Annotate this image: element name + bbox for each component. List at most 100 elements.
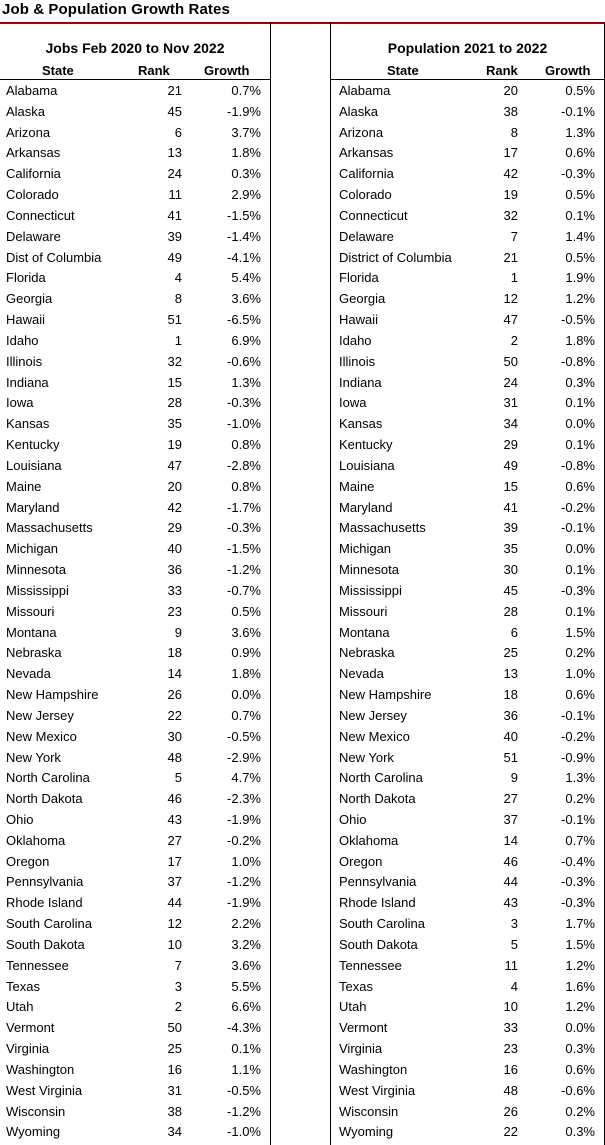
population-cell-growth: 1.2%	[565, 291, 595, 307]
population-cell-rank: 5	[510, 936, 518, 952]
jobs-cell-state: Wyoming	[6, 1124, 61, 1140]
population-cell-state: Georgia	[339, 291, 386, 307]
population-cell-growth: -0.1%	[561, 707, 595, 723]
population-cell-state: South Dakota	[339, 936, 418, 952]
population-table: Population 2021 to 2022 State Rank Growt…	[330, 22, 605, 1145]
jobs-cell-rank: 15	[167, 374, 182, 390]
jobs-cell-growth: -0.5%	[227, 728, 261, 744]
table-row: Maine 15 0.6%	[331, 476, 604, 497]
jobs-cell-rank: 39	[167, 228, 182, 244]
population-cell-growth: -0.5%	[561, 312, 595, 328]
population-cell-state: Kansas	[339, 416, 383, 432]
table-row: Indiana 24 0.3%	[331, 372, 604, 393]
jobs-cell-state: Ohio	[6, 811, 34, 827]
table-row: Montana 9 3.6%	[0, 622, 270, 643]
table-row: Washington 16 0.6%	[331, 1059, 604, 1080]
jobs-cell-state: Maryland	[6, 499, 60, 515]
table-row: Massachusetts 29 -0.3%	[0, 517, 270, 538]
population-cell-growth: 0.1%	[565, 437, 595, 453]
population-cell-growth: 1.2%	[565, 999, 595, 1015]
table-row: Minnesota 36 -1.2%	[0, 559, 270, 580]
population-cell-growth: 1.2%	[565, 957, 595, 973]
table-row: Maine 20 0.8%	[0, 476, 270, 497]
jobs-cell-state: Idaho	[6, 332, 39, 348]
jobs-cell-rank: 4	[174, 270, 182, 286]
population-header-rank: Rank	[486, 63, 518, 78]
jobs-cell-rank: 7	[174, 957, 182, 973]
table-row: Florida 4 5.4%	[0, 267, 270, 288]
jobs-cell-growth: 3.7%	[231, 124, 261, 140]
jobs-table-body: Alabama 21 0.7% Alaska 45 -1.9% Arizona 6 3.7% Ar…	[0, 80, 270, 1142]
table-row: Kentucky 19 0.8%	[0, 434, 270, 455]
jobs-cell-state: Georgia	[6, 291, 53, 307]
table-row: South Dakota 5 1.5%	[331, 934, 604, 955]
table-row: Rhode Island 43 -0.3%	[331, 892, 604, 913]
population-cell-growth: -0.1%	[561, 103, 595, 119]
population-cell-growth: 0.3%	[565, 1041, 595, 1057]
population-header-state: State	[387, 63, 419, 78]
table-row: Connecticut 32 0.1%	[331, 205, 604, 226]
jobs-cell-rank: 34	[167, 1124, 182, 1140]
population-cell-rank: 9	[510, 770, 518, 786]
table-row: Texas 4 1.6%	[331, 976, 604, 997]
population-cell-rank: 31	[503, 395, 518, 411]
table-row: Oregon 46 -0.4%	[331, 851, 604, 872]
jobs-cell-rank: 44	[167, 895, 182, 911]
population-cell-state: Minnesota	[339, 562, 399, 578]
jobs-cell-state: Alaska	[6, 103, 46, 119]
population-cell-rank: 48	[503, 1082, 518, 1098]
table-row: Hawaii 47 -0.5%	[331, 309, 604, 330]
population-cell-rank: 34	[503, 416, 518, 432]
table-row: New York 48 -2.9%	[0, 747, 270, 768]
population-cell-growth: -0.9%	[561, 749, 595, 765]
table-row: Arizona 8 1.3%	[331, 122, 604, 143]
population-cell-state: Florida	[339, 270, 379, 286]
population-cell-rank: 44	[503, 874, 518, 890]
table-row: Louisiana 49 -0.8%	[331, 455, 604, 476]
jobs-cell-state: South Carolina	[6, 916, 92, 932]
population-cell-state: Nebraska	[339, 645, 395, 661]
population-cell-growth: -0.3%	[561, 874, 595, 890]
table-row: North Dakota 46 -2.3%	[0, 788, 270, 809]
table-row: Tennessee 11 1.2%	[331, 955, 604, 976]
jobs-cell-rank: 24	[167, 166, 182, 182]
table-row: Utah 10 1.2%	[331, 996, 604, 1017]
population-cell-state: New York	[339, 749, 394, 765]
jobs-cell-rank: 13	[167, 145, 182, 161]
jobs-cell-growth: 3.6%	[231, 291, 261, 307]
population-cell-growth: -0.8%	[561, 353, 595, 369]
jobs-cell-rank: 51	[167, 312, 182, 328]
table-row: Georgia 12 1.2%	[331, 288, 604, 309]
jobs-cell-rank: 41	[167, 207, 182, 223]
jobs-cell-growth: 2.2%	[231, 916, 261, 932]
jobs-cell-growth: 3.6%	[231, 624, 261, 640]
jobs-cell-growth: -1.2%	[227, 874, 261, 890]
jobs-cell-rank: 25	[167, 1041, 182, 1057]
population-cell-state: Connecticut	[339, 207, 408, 223]
population-cell-growth: 0.6%	[565, 687, 595, 703]
population-cell-growth: 1.7%	[565, 916, 595, 932]
table-row: Idaho 2 1.8%	[331, 330, 604, 351]
jobs-cell-growth: -1.0%	[227, 416, 261, 432]
jobs-cell-state: Delaware	[6, 228, 61, 244]
jobs-cell-growth: -1.2%	[227, 562, 261, 578]
population-cell-rank: 29	[503, 437, 518, 453]
jobs-cell-rank: 17	[167, 853, 182, 869]
jobs-cell-rank: 8	[174, 291, 182, 307]
jobs-cell-state: South Dakota	[6, 936, 85, 952]
population-cell-growth: 0.5%	[565, 249, 595, 265]
jobs-cell-growth: -6.5%	[227, 312, 261, 328]
population-cell-state: Virginia	[339, 1041, 383, 1057]
jobs-cell-growth: -2.8%	[227, 457, 261, 473]
jobs-cell-rank: 49	[167, 249, 182, 265]
jobs-cell-rank: 23	[167, 603, 182, 619]
table-row: California 24 0.3%	[0, 163, 270, 184]
jobs-cell-growth: 4.7%	[231, 770, 261, 786]
population-cell-rank: 20	[503, 83, 518, 98]
jobs-cell-state: Dist of Columbia	[6, 249, 102, 265]
jobs-cell-rank: 37	[167, 874, 182, 890]
jobs-cell-rank: 5	[174, 770, 182, 786]
table-row: North Carolina 9 1.3%	[331, 767, 604, 788]
population-cell-growth: 0.6%	[565, 145, 595, 161]
jobs-cell-growth: 5.5%	[231, 978, 261, 994]
